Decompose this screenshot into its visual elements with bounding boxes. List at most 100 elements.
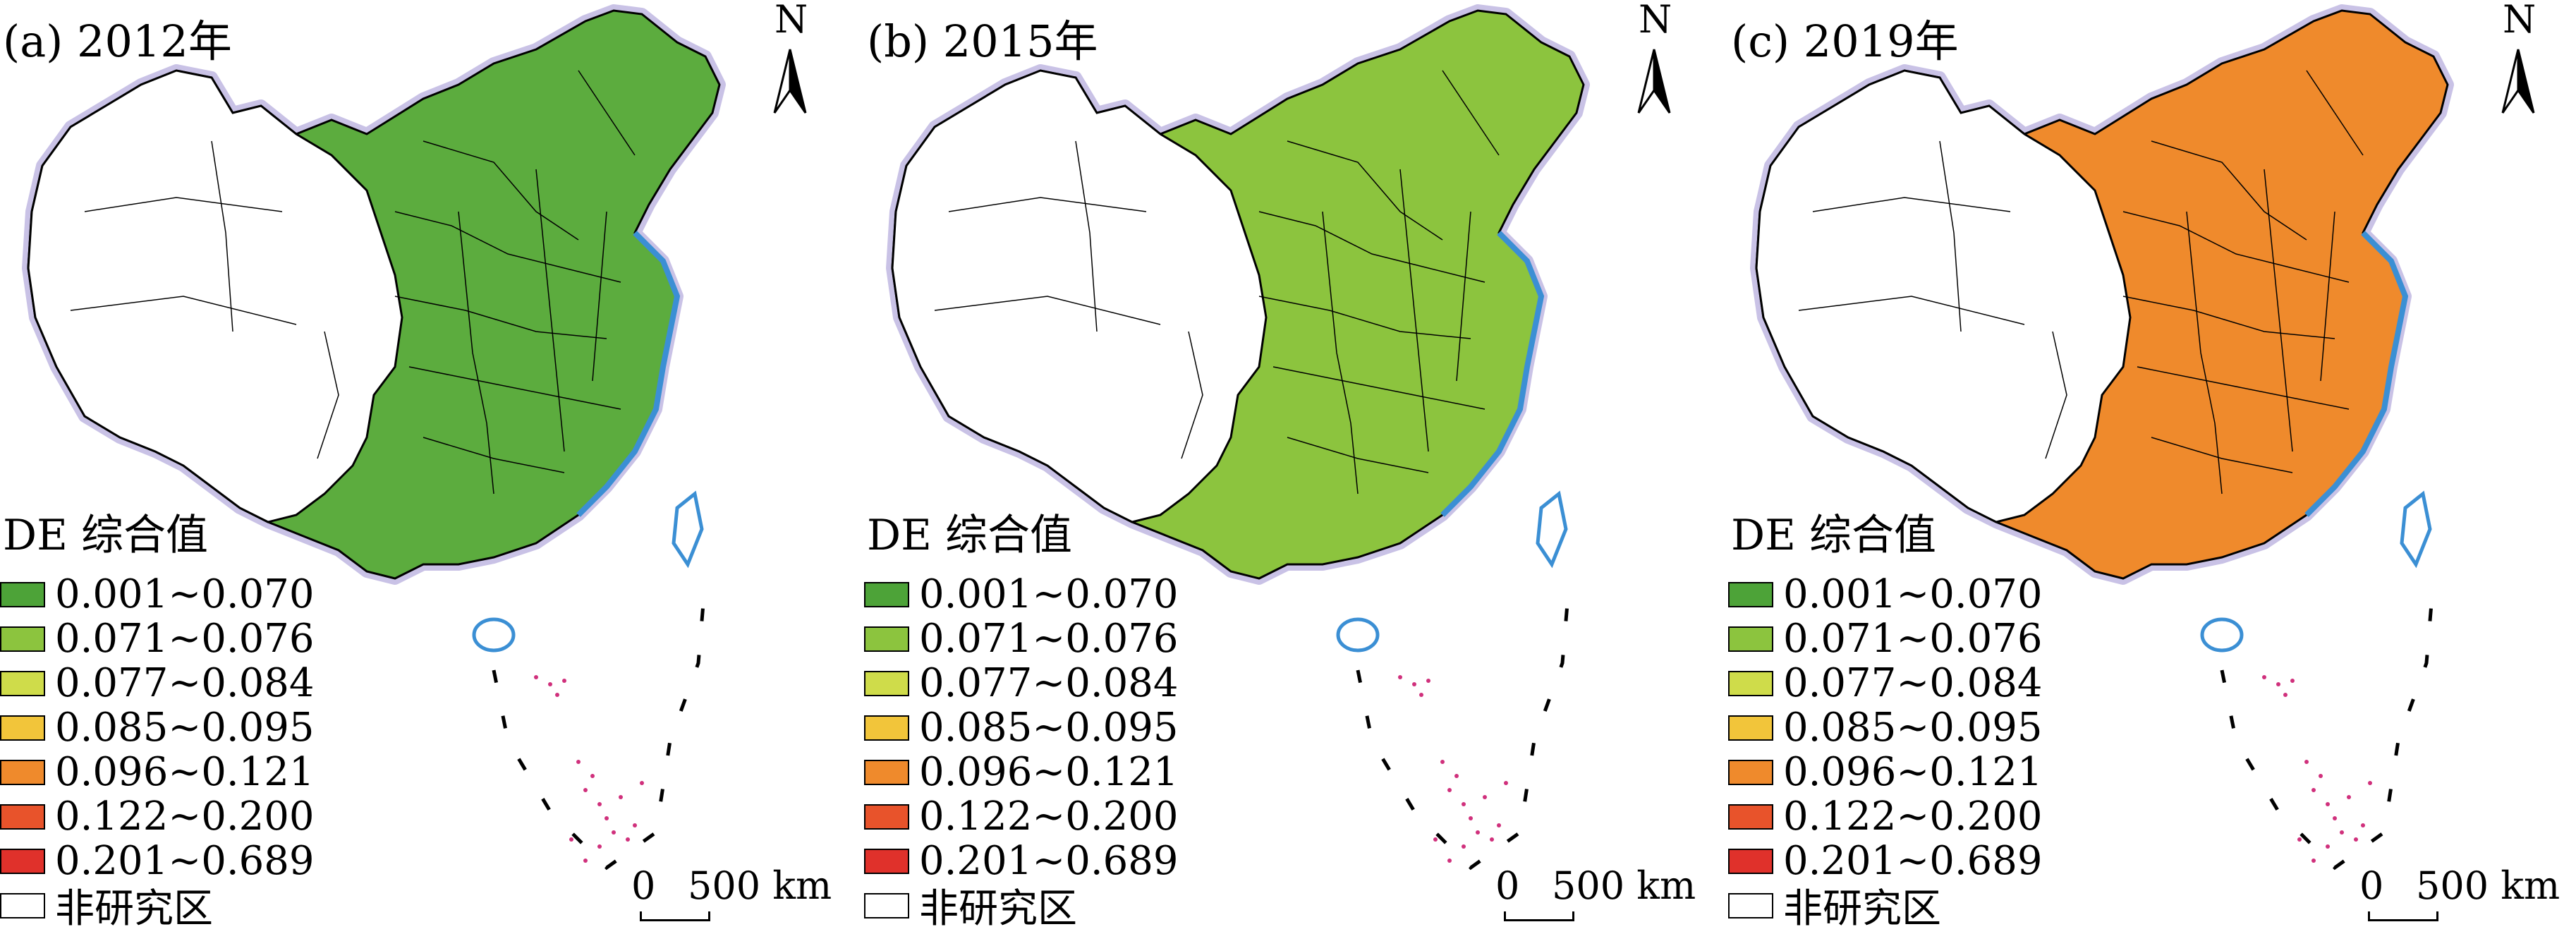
legend-swatch: [0, 892, 45, 918]
legend-class-1: 0.001~0.070: [864, 571, 1179, 617]
legend-class-5: 0.096~0.121: [864, 749, 1179, 795]
china-map: [886, 4, 1590, 871]
legend-swatch: [1728, 803, 1773, 830]
legend-swatch: [0, 626, 45, 652]
legend-label: 0.201~0.689: [919, 838, 1179, 884]
legend-label: 0.001~0.070: [1783, 571, 2043, 617]
legend-label: 0.122~0.200: [919, 794, 1179, 839]
panel-title: (c) 2019年: [1731, 16, 1959, 67]
legend-swatch: [864, 803, 909, 830]
legend-label: 非研究区: [919, 886, 1077, 932]
scale-zero: 0: [2359, 863, 2384, 908]
legend-class-3: 0.077~0.084: [0, 660, 315, 706]
legend-label: 0.201~0.689: [1783, 838, 2043, 884]
legend-swatch: [864, 715, 909, 741]
legend-class-6: 0.122~0.200: [0, 794, 315, 839]
map-panel-2012: (a) 2012年 N DE 综合值 0.001~0.070 0.071~0.07…: [0, 0, 858, 933]
legend-swatch: [864, 759, 909, 785]
legend-class-6: 0.122~0.200: [864, 794, 1179, 839]
north-arrow-icon: N: [1633, 0, 1725, 123]
legend-title: DE 综合值: [1731, 511, 1936, 560]
legend-swatch: [0, 803, 45, 830]
legend-label: 0.071~0.076: [55, 616, 315, 662]
scale-bar: 0 500 km: [631, 863, 832, 924]
legend-class-7: 0.201~0.689: [0, 838, 315, 884]
scale-distance: 500 km: [2416, 863, 2560, 908]
scale-bar: 0 500 km: [2359, 863, 2560, 924]
scale-distance: 500 km: [1552, 863, 1696, 908]
legend-title: DE 综合值: [3, 511, 208, 560]
legend-class-4: 0.085~0.095: [1728, 705, 2043, 751]
map-panel-2019: (c) 2019年 N DE 综合值 0.001~0.070 0.071~0.07…: [1728, 0, 2576, 933]
panel-title: (b) 2015年: [867, 16, 1098, 67]
legend-class-3: 0.077~0.084: [1728, 660, 2043, 706]
legend-label: 0.001~0.070: [55, 571, 315, 617]
legend-swatch: [0, 670, 45, 696]
legend-swatch: [864, 626, 909, 652]
legend-swatch: [864, 670, 909, 696]
legend-non-study: 非研究区: [0, 883, 315, 932]
china-map: [22, 4, 726, 871]
legend-class-4: 0.085~0.095: [864, 705, 1179, 751]
legend-class-1: 0.001~0.070: [1728, 571, 2043, 617]
legend-label: 0.122~0.200: [55, 794, 315, 839]
legend-class-4: 0.085~0.095: [0, 705, 315, 751]
legend-label: 0.085~0.095: [1783, 705, 2043, 751]
legend-label: 非研究区: [55, 886, 213, 932]
legend-class-3: 0.077~0.084: [864, 660, 1179, 706]
legend-swatch: [0, 581, 45, 607]
legend-class-2: 0.071~0.076: [1728, 616, 2043, 662]
legend-swatch: [864, 892, 909, 918]
legend-title: DE 综合值: [867, 511, 1072, 560]
map-panel-2015: (b) 2015年 N DE 综合值 0.001~0.070 0.071~0.07…: [864, 0, 1723, 933]
legend-swatch: [0, 715, 45, 741]
legend-label: 0.096~0.121: [919, 749, 1179, 795]
legend-label: 非研究区: [1783, 886, 1941, 932]
panel-title: (a) 2012年: [3, 16, 232, 67]
legend-label: 0.077~0.084: [1783, 660, 2043, 706]
north-arrow-icon: N: [769, 0, 861, 123]
legend-swatch: [0, 848, 45, 874]
legend-non-study: 非研究区: [1728, 883, 2043, 932]
legend: DE 综合值 0.001~0.070 0.071~0.076 0.077~0.084…: [0, 501, 315, 932]
legend-swatch: [1728, 626, 1773, 652]
north-label: N: [2503, 0, 2536, 42]
legend-label: 0.071~0.076: [919, 616, 1179, 662]
legend-swatch: [864, 848, 909, 874]
legend-class-5: 0.096~0.121: [1728, 749, 2043, 795]
legend-label: 0.201~0.689: [55, 838, 315, 884]
legend: DE 综合值 0.001~0.070 0.071~0.076 0.077~0.084…: [864, 501, 1179, 932]
legend-swatch: [1728, 715, 1773, 741]
legend-class-7: 0.201~0.689: [864, 838, 1179, 884]
legend-label: 0.096~0.121: [1783, 749, 2043, 795]
legend-label: 0.085~0.095: [919, 705, 1179, 751]
legend-label: 0.001~0.070: [919, 571, 1179, 617]
legend-label: 0.122~0.200: [1783, 794, 2043, 839]
north-label: N: [774, 0, 808, 42]
legend-label: 0.077~0.084: [919, 660, 1179, 706]
legend-swatch: [0, 759, 45, 785]
legend-class-5: 0.096~0.121: [0, 749, 315, 795]
legend-swatch: [1728, 892, 1773, 918]
legend-swatch: [864, 581, 909, 607]
legend-label: 0.071~0.076: [1783, 616, 2043, 662]
north-label: N: [1639, 0, 1672, 42]
legend-label: 0.096~0.121: [55, 749, 315, 795]
legend-class-2: 0.071~0.076: [864, 616, 1179, 662]
north-arrow-icon: N: [2497, 0, 2576, 123]
legend-swatch: [1728, 670, 1773, 696]
legend: DE 综合值 0.001~0.070 0.071~0.076 0.077~0.084…: [1728, 501, 2043, 932]
legend-class-2: 0.071~0.076: [0, 616, 315, 662]
legend-non-study: 非研究区: [864, 883, 1179, 932]
legend-label: 0.085~0.095: [55, 705, 315, 751]
legend-swatch: [1728, 848, 1773, 874]
legend-swatch: [1728, 581, 1773, 607]
legend-class-1: 0.001~0.070: [0, 571, 315, 617]
legend-label: 0.077~0.084: [55, 660, 315, 706]
legend-class-7: 0.201~0.689: [1728, 838, 2043, 884]
legend-class-6: 0.122~0.200: [1728, 794, 2043, 839]
scale-distance: 500 km: [688, 863, 832, 908]
scale-zero: 0: [631, 863, 656, 908]
scale-bar: 0 500 km: [1495, 863, 1696, 924]
scale-zero: 0: [1495, 863, 1520, 908]
